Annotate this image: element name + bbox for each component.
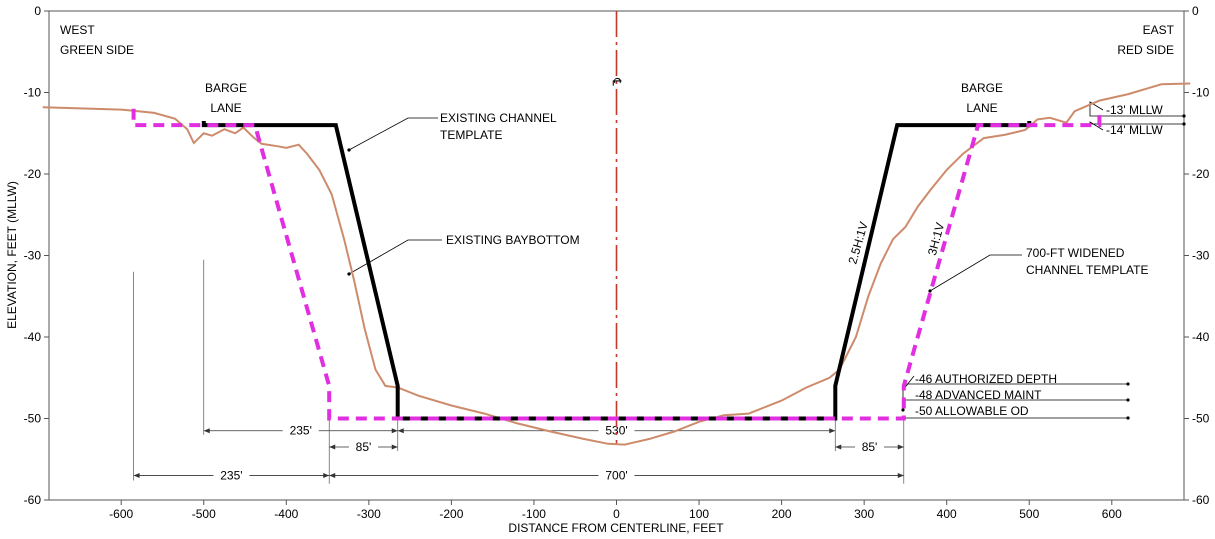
dimension-label: 235' [220,469,242,483]
dimension-arrowhead [897,473,904,479]
dimension-label: 235' [290,424,312,438]
leader-endpoint [347,148,351,152]
dimension-arrowhead [397,428,404,434]
y-tick-label-left: -40 [24,330,42,344]
west-label: WEST [60,23,95,37]
x-tick-label: 500 [1019,507,1039,521]
leader-endpoint [347,272,351,276]
existing-channel-template-label: EXISTING CHANNEL [440,111,557,125]
y-tick-label-right: -20 [1192,167,1210,181]
x-tick-label: 300 [854,507,874,521]
leader-line [1089,121,1184,131]
dimension-arrowhead [391,428,398,434]
mllw-14-label: -14' MLLW [1106,123,1163,137]
dimension-label-bg [598,423,635,438]
mllw-13-label: -13' MLLW [1106,103,1163,117]
leader-endpoint [1182,114,1186,118]
red-side-label: RED SIDE [1117,43,1174,57]
dimension-label: 530' [605,424,627,438]
dimension-label-bg [213,468,250,483]
y-tick-label-right: -40 [1192,330,1210,344]
y-tick-label-left: -20 [24,167,42,181]
dimension-label-bg [598,468,635,483]
x-axis-title: DISTANCE FROM CENTERLINE, FEET [508,521,724,535]
widened-template-label: 700-FT WIDENED [1026,246,1125,260]
barge-lane-west-label: BARGE [205,81,247,95]
dimension-arrowhead [329,473,336,479]
leader-line [929,254,1022,292]
y-tick-label-right: -60 [1192,493,1210,507]
y-tick-label-left: -60 [24,493,42,507]
green-side-label: GREEN SIDE [60,43,134,57]
y-tick-label-right: 0 [1192,4,1199,18]
dimension-arrowhead [835,444,842,450]
dimension-label: 85' [862,440,878,454]
x-tick-label: 0 [613,507,620,521]
barge-lane-west-label-2: LANE [210,101,241,115]
dimension-label: 85' [356,440,372,454]
dimension-arrowhead [829,428,836,434]
x-tick-label: -400 [274,507,298,521]
allowable-od-label: -50 ALLOWABLE OD [915,404,1029,418]
existing-channel-template-label-2: TEMPLATE [440,128,502,142]
widened-template-label-2: CHANNEL TEMPLATE [1026,263,1148,277]
x-tick-label: -600 [109,507,133,521]
leader-endpoint [928,289,932,293]
leader-endpoint [1126,398,1130,402]
y-tick-label-right: -10 [1192,86,1210,100]
y-tick-label-left: 0 [34,4,41,18]
barge-lane-east-label: BARGE [961,81,1003,95]
y-axis-title: ELEVATION, FEET (MLLW) [5,181,19,329]
y-tick-label-left: -50 [24,412,42,426]
y-tick-label-right: -50 [1192,412,1210,426]
dimension-label-bg [855,440,885,455]
advanced-maint-label: -48 ADVANCED MAINT [915,388,1042,402]
dimension-label-bg [282,423,319,438]
x-tick-label: 100 [689,507,709,521]
widened-channel-template-line [131,108,1102,421]
y-tick-label-left: -30 [24,249,42,263]
x-tick-label: 400 [937,507,957,521]
barge-lane-east-label-2: LANE [966,101,997,115]
east-label: EAST [1143,23,1175,37]
dimension-arrowhead [329,444,336,450]
x-tick-label: -500 [192,507,216,521]
centerline-symbol: ℄ [610,77,624,86]
dimension-arrowhead [897,444,904,450]
leader-endpoint [1182,122,1186,126]
leader-endpoint [901,408,905,412]
dimension-label: 700' [605,469,627,483]
y-tick-label-left: -10 [24,86,42,100]
leader-line [1089,101,1184,117]
dimension-label-bg [348,440,378,455]
dimension-arrowhead [133,473,140,479]
x-tick-label: -300 [357,507,381,521]
y-tick-label-right: -30 [1192,249,1210,263]
authorized-depth-label: -46 AUTHORIZED DEPTH [915,372,1057,386]
leader-endpoint [1126,382,1130,386]
existing-baybottom-label: EXISTING BAYBOTTOM [446,233,580,247]
x-tick-label: -100 [522,507,546,521]
leader-line [348,117,438,151]
dimension-arrowhead [203,428,210,434]
leader-endpoint [1126,416,1130,420]
x-tick-label: 600 [1102,507,1122,521]
existing-baybottom-line [42,82,1191,446]
x-tick-label: -200 [439,507,463,521]
dimension-arrowhead [391,444,398,450]
x-tick-label: 200 [772,507,792,521]
dimension-arrowhead [323,473,330,479]
